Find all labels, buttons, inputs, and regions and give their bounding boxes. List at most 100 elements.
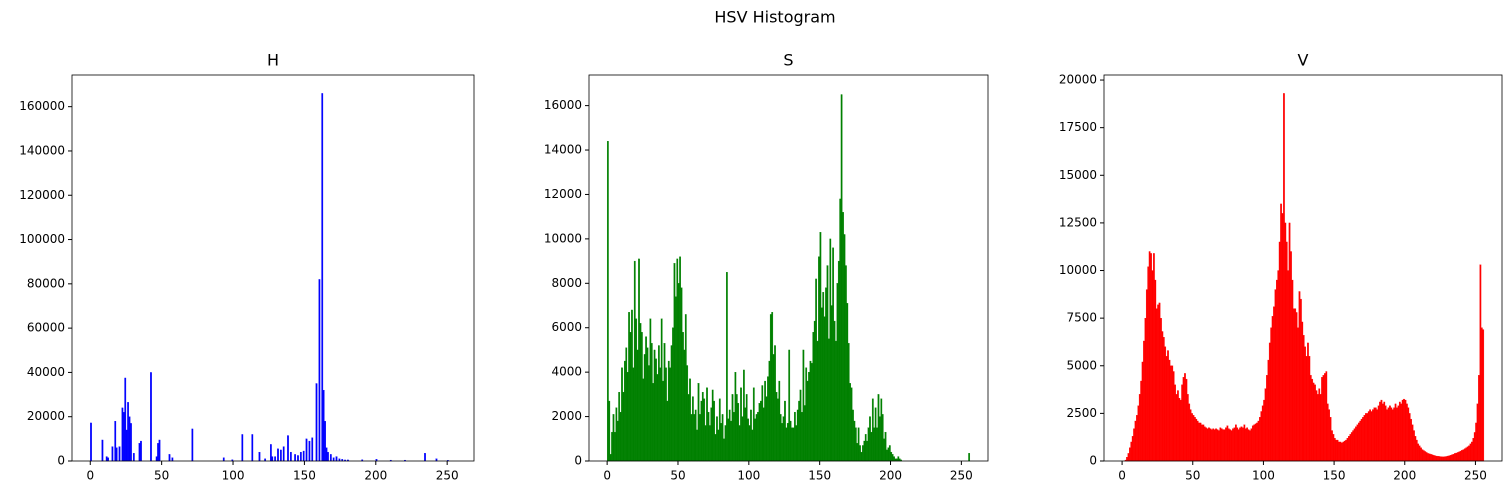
histogram-bar — [1227, 428, 1230, 462]
histogram-bar — [822, 292, 825, 462]
histogram-bar — [873, 427, 876, 462]
histogram-bar — [1290, 251, 1292, 462]
histogram-bar — [127, 402, 129, 462]
histogram-bar — [1194, 417, 1196, 462]
histogram-bar — [748, 425, 751, 462]
histogram-bar — [1133, 428, 1135, 462]
histogram-bar — [1246, 427, 1249, 462]
subplot-title: V — [1298, 51, 1309, 70]
histogram-bar — [1350, 432, 1353, 462]
histogram-bar — [1438, 456, 1441, 462]
histogram-bar — [1408, 413, 1411, 462]
histogram-bar — [1196, 420, 1199, 462]
histogram-bar — [1352, 430, 1355, 462]
axes-frame — [588, 74, 989, 462]
histogram-bar — [765, 396, 768, 462]
x-tick-label: 50 — [154, 469, 169, 483]
histogram-bar — [271, 456, 274, 462]
histogram-bar — [258, 451, 261, 462]
histogram-bar — [294, 454, 296, 462]
histogram-bar — [1321, 377, 1323, 462]
histogram-bar — [799, 389, 802, 462]
histogram-bar — [277, 448, 279, 462]
histogram-bar — [241, 434, 244, 462]
x-tick-label: 250 — [436, 469, 459, 483]
histogram-bar — [660, 318, 663, 462]
histogram-bar — [796, 409, 799, 462]
x-tick-label: 150 — [293, 469, 316, 483]
histogram-bar — [772, 354, 775, 462]
y-tick-label: 17500 — [1059, 120, 1097, 134]
histogram-bar — [847, 343, 850, 462]
histogram-bar — [852, 409, 854, 462]
x-tick-label: 0 — [86, 469, 94, 483]
histogram-bar — [869, 416, 871, 462]
histogram-bar — [1184, 373, 1186, 462]
histogram-bar — [1309, 375, 1312, 462]
histogram-bar — [1439, 456, 1442, 462]
histogram-bar — [1131, 436, 1134, 462]
histogram-bar — [816, 340, 819, 462]
histogram-bar — [683, 349, 686, 462]
histogram-bar — [713, 400, 715, 462]
histogram-bar — [1407, 407, 1410, 462]
histogram-bar — [1410, 418, 1412, 462]
histogram-bar — [1333, 437, 1336, 462]
histogram-bar — [740, 387, 742, 462]
histogram-bar — [1480, 327, 1483, 462]
histogram-bar — [424, 453, 426, 462]
histogram-bar — [332, 457, 335, 462]
histogram-bar — [1452, 453, 1455, 462]
histogram-bar — [863, 440, 866, 462]
histogram-bar — [717, 429, 720, 462]
histogram-bar — [1442, 456, 1445, 462]
histogram-bar — [1328, 409, 1331, 462]
histogram-bar — [1363, 415, 1366, 462]
histogram-bar — [1175, 394, 1178, 462]
histogram-bar — [744, 407, 747, 462]
histogram-bar — [1308, 356, 1311, 462]
histogram-bar — [1422, 450, 1425, 462]
histogram-bar — [1178, 397, 1181, 462]
histogram-bar — [1268, 342, 1271, 462]
histogram-bar — [1349, 434, 1352, 462]
histogram-bar — [689, 378, 691, 462]
histogram-bar — [879, 416, 881, 462]
histogram-bar — [786, 423, 789, 462]
x-tick-label: 150 — [1323, 469, 1346, 483]
histogram-bar — [726, 272, 728, 462]
histogram-bar — [690, 414, 693, 462]
histogram-bar — [768, 360, 771, 462]
histogram-bar — [1359, 420, 1362, 462]
x-tick-label: 100 — [1252, 469, 1275, 483]
histogram-bar — [632, 367, 635, 462]
histogram-bar — [777, 398, 779, 462]
histogram-bar — [782, 416, 785, 462]
histogram-bar — [1301, 321, 1304, 462]
histogram-bar — [839, 198, 842, 462]
histogram-bar — [1189, 409, 1192, 462]
histogram-bar — [1284, 222, 1287, 462]
histogram-bar — [1389, 405, 1391, 462]
histogram-bar — [859, 445, 861, 462]
histogram-bar — [1242, 427, 1244, 462]
histogram-bar — [1202, 424, 1205, 462]
histogram-bar — [650, 343, 653, 462]
histogram-bar — [1391, 409, 1394, 462]
histogram-bar — [1437, 456, 1439, 462]
histogram-bar — [795, 425, 798, 462]
histogram-bar — [755, 414, 758, 462]
histogram-bar — [781, 423, 783, 462]
histogram-bar — [1432, 455, 1435, 462]
histogram-bar — [825, 287, 827, 462]
histogram-bar — [1414, 436, 1417, 462]
x-tick-label: 50 — [1185, 469, 1200, 483]
histogram-bar — [1454, 453, 1456, 462]
histogram-bar — [1201, 424, 1203, 462]
histogram-bar — [1251, 425, 1254, 462]
histogram-bar — [1315, 390, 1318, 462]
histogram-bar — [635, 318, 638, 462]
histogram-bar — [609, 454, 612, 462]
histogram-bar — [699, 414, 701, 462]
histogram-bar — [1379, 401, 1381, 462]
